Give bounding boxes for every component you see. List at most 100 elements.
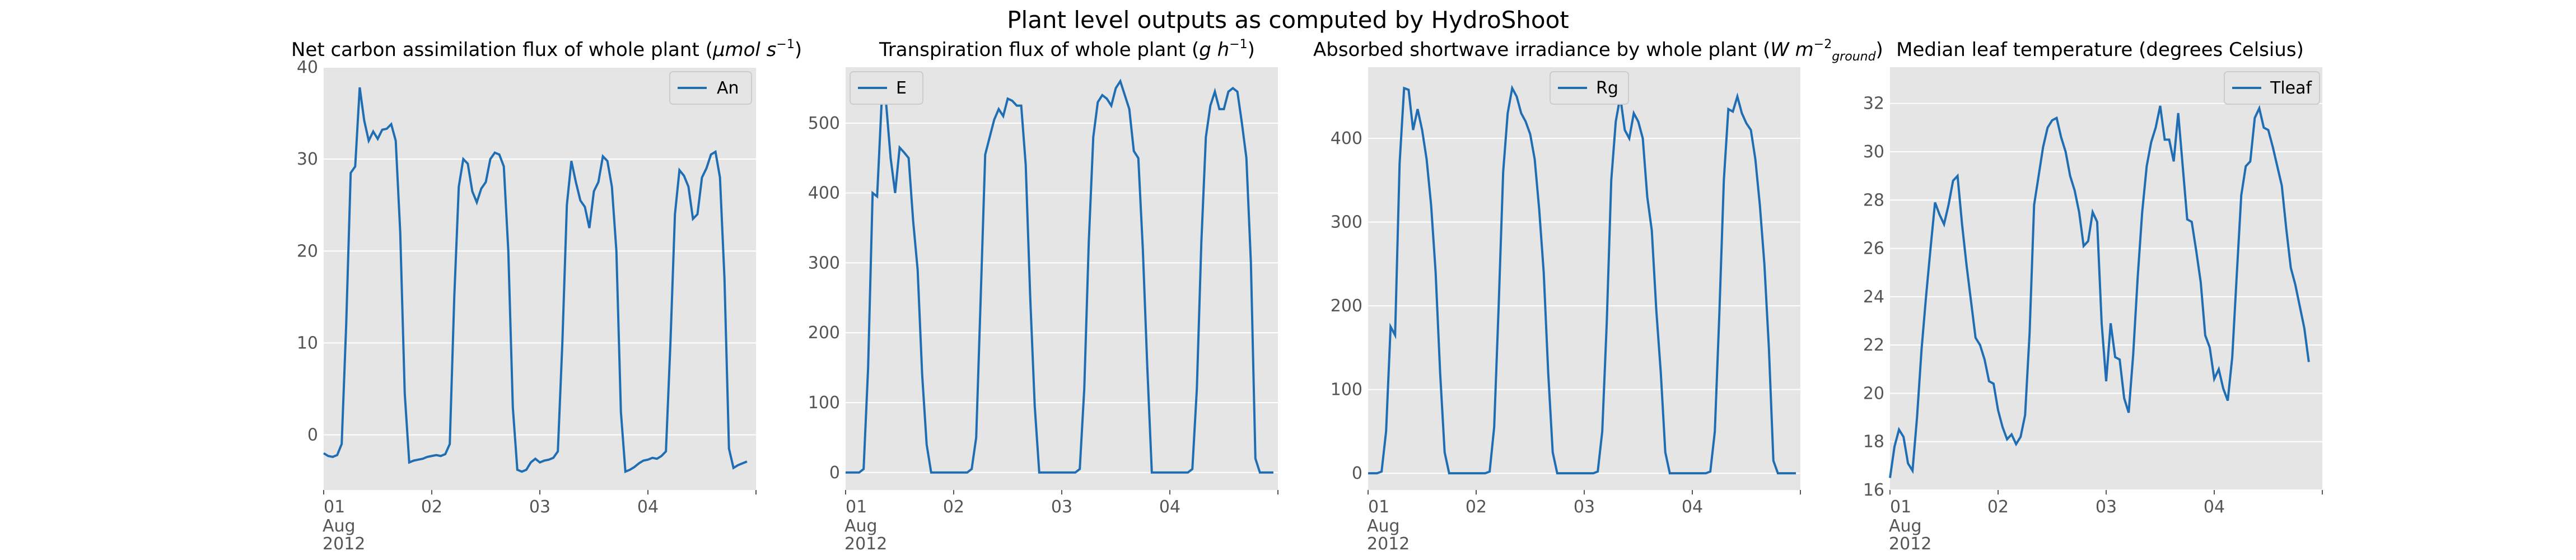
x-tick-label-extra: 2012 — [323, 534, 365, 554]
y-tick-label: 32 — [1863, 94, 1884, 114]
y-tick-labels: 16 18 20 22 24 26 28 30 32 — [1863, 94, 1884, 500]
legend: An — [669, 71, 752, 105]
plot-area — [324, 67, 756, 490]
x-tick-label: 02 — [1466, 497, 1487, 517]
x-tick-label-extra: 2012 — [1889, 534, 1931, 554]
y-tick-label: 0 — [307, 426, 318, 445]
panel-title-unit-sup: −2 — [1814, 38, 1832, 52]
x-tick-label: 04 — [2204, 497, 2225, 517]
panel-title-unit-sup: −1 — [776, 38, 794, 52]
figure-suptitle: Plant level outputs as computed by Hydro… — [1007, 6, 1569, 34]
y-tick-label: 24 — [1863, 287, 1884, 307]
y-tick-label: 20 — [1863, 384, 1884, 403]
x-tick-label: 01 — [1368, 497, 1389, 517]
panel-title: Net carbon assimilation flux of whole pl… — [291, 38, 802, 61]
panel-title: Median leaf temperature (degrees Celsius… — [1896, 39, 2304, 61]
x-tick-label: 03 — [1051, 497, 1072, 517]
panel-shortwave-irradiance: Absorbed shortwave irradiance by whole p… — [1313, 38, 1883, 554]
y-tick-labels: 0 100 200 300 400 500 — [808, 114, 840, 483]
x-tick-label: 02 — [421, 497, 442, 517]
y-tick-label: 300 — [808, 253, 840, 273]
y-tick-label: 22 — [1863, 335, 1884, 355]
x-tick-label-extra: Aug — [844, 516, 878, 536]
panel-carbon-assimilation: Net carbon assimilation flux of whole pl… — [291, 38, 802, 554]
y-tick-label: 0 — [1352, 464, 1362, 483]
y-tick-label: 400 — [808, 184, 840, 203]
x-tick-label: 02 — [943, 497, 964, 517]
y-tick-label: 10 — [297, 333, 318, 353]
panel-title-unit-close: ) — [795, 39, 802, 61]
y-tick-label: 28 — [1863, 190, 1884, 210]
x-tick-label: 02 — [1987, 497, 2009, 517]
panel-transpiration: Transpiration flux of whole plant (g h−1… — [808, 38, 1278, 554]
legend: E — [850, 71, 923, 105]
y-tick-label: 200 — [1331, 296, 1362, 316]
x-tick-label-extra: Aug — [1367, 516, 1400, 536]
panel-title-unit: W m — [1770, 39, 1814, 61]
series-line-e — [846, 78, 1273, 474]
y-tick-label: 40 — [297, 58, 318, 77]
panel-title-text: Absorbed shortwave irradiance by whole p… — [1313, 39, 1757, 61]
panel-title-unit-close: ) — [1248, 39, 1255, 61]
y-tick-labels: 0 100 200 300 400 — [1331, 129, 1362, 483]
y-tick-label: 26 — [1863, 239, 1884, 259]
y-tick-label: 100 — [1331, 380, 1362, 400]
y-tick-labels: 0 10 20 30 40 — [297, 58, 318, 445]
x-tick-label: 04 — [1682, 497, 1703, 517]
panel-title-unit-sup: −1 — [1229, 38, 1247, 52]
panel-title: Absorbed shortwave irradiance by whole p… — [1313, 38, 1883, 64]
x-tick-label: 03 — [1574, 497, 1595, 517]
panel-title-unit-sub: ground — [1832, 50, 1876, 64]
y-tick-label: 0 — [829, 463, 840, 483]
legend-box — [2224, 71, 2320, 105]
y-tick-label: 16 — [1863, 480, 1884, 500]
y-tick-label: 100 — [808, 393, 840, 413]
x-tick-label: 01 — [1890, 497, 1911, 517]
panel-title-unit: μmol s — [712, 39, 777, 61]
x-tick-label: 01 — [324, 497, 345, 517]
y-tick-label: 18 — [1863, 432, 1884, 452]
legend-label: An — [717, 78, 739, 98]
x-tick-label-extra: 2012 — [844, 534, 887, 554]
plot-area — [1890, 67, 2322, 490]
x-tick-label: 04 — [1159, 497, 1180, 517]
plot-area — [1368, 67, 1800, 490]
panel-title-unit: g h — [1199, 39, 1229, 61]
y-tick-label: 200 — [808, 323, 840, 343]
legend: Rg — [1550, 71, 1629, 105]
panel-title-unit-open: ( — [1757, 39, 1770, 61]
panel-title-unit-open: ( — [699, 39, 713, 61]
legend-label: Tleaf — [2270, 78, 2313, 98]
series-line-an — [323, 87, 748, 474]
y-tick-label: 400 — [1331, 129, 1362, 148]
legend-box — [669, 71, 752, 105]
x-tick-label: 01 — [846, 497, 867, 517]
y-tick-label: 30 — [1863, 142, 1884, 162]
panel-title-text: Transpiration flux of whole plant — [879, 39, 1186, 61]
y-tick-label: 500 — [808, 114, 840, 133]
x-tick-label: 04 — [637, 497, 659, 517]
series-line-tleaf — [1889, 105, 2310, 478]
plot-area — [846, 67, 1278, 490]
legend-label: E — [896, 78, 907, 98]
panel-title: Transpiration flux of whole plant (g h−1… — [879, 38, 1255, 61]
x-tick-label-extra: Aug — [323, 516, 356, 536]
panel-title-text: Net carbon assimilation flux of whole pl… — [291, 39, 699, 61]
legend: Tleaf — [2224, 71, 2320, 105]
x-tick-label-extra: 2012 — [1367, 534, 1410, 554]
y-tick-label: 300 — [1331, 213, 1362, 232]
series-line-rg — [1368, 85, 1796, 475]
panel-leaf-temperature: Median leaf temperature (degrees Celsius… — [1863, 39, 2323, 554]
y-tick-label: 20 — [297, 241, 318, 261]
legend-label: Rg — [1596, 78, 1618, 98]
y-tick-label: 30 — [297, 150, 318, 169]
legend-box — [1550, 71, 1629, 105]
panel-title-unit-open: ( — [1186, 39, 1199, 61]
x-tick-label: 03 — [2096, 497, 2117, 517]
panel-title-unit-close: ) — [1876, 39, 1883, 61]
